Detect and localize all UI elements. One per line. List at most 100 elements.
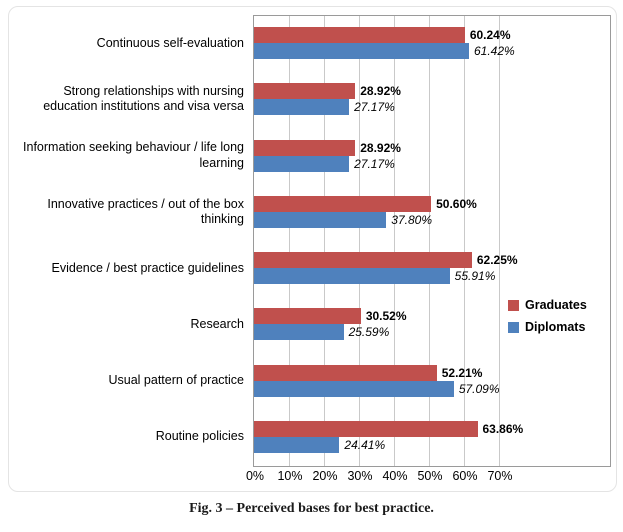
figure-caption: Fig. 3 – Perceived bases for best practi… [189, 501, 434, 516]
legend-label-diplomats: Diplomats [525, 320, 586, 334]
graduates-bar [254, 420, 478, 437]
category-label: Usual pattern of practice [108, 373, 245, 387]
category-group: Continuous self-evaluation 60.24% 61.42% [11, 15, 609, 71]
legend: Graduates Diplomats [508, 298, 587, 334]
category-label: Evidence / best practice guidelines [51, 260, 244, 275]
diplomats-value-label: 55.91% [454, 269, 496, 284]
category-group: Evidence / best practice guidelines 62.25… [11, 240, 609, 296]
gridlines [254, 16, 610, 466]
graduates-value-label: 50.60% [436, 196, 477, 211]
x-tick-label: 50% [417, 469, 443, 483]
bar-pair: 60.24% 61.42% [254, 27, 609, 60]
graduates-value-label: 63.86% [482, 421, 524, 436]
chart-rows: Continuous self-evaluation 60.24% 61.42% St… [11, 15, 609, 465]
gridline [464, 16, 465, 466]
x-axis: 0% 10% 20% 30% 40% 50% 60% 70% [9, 469, 616, 485]
category-group: Routine policies 63.86% 24.41% [11, 409, 609, 465]
bar-row: 55.91% [254, 268, 609, 285]
category-label: Routine policies [155, 429, 244, 444]
bar-row: 62.25% [254, 252, 609, 269]
diplomats-bar [254, 324, 344, 341]
bar-row: 61.42% [254, 43, 609, 60]
bar-row: 50.60% [254, 195, 609, 212]
x-tick-label: 0% [245, 469, 265, 483]
gridline [289, 16, 290, 466]
diplomats-bar [254, 155, 350, 172]
x-tick-label: 60% [452, 469, 478, 483]
bar-pair: 62.25% 55.91% [254, 252, 609, 285]
gridline [499, 16, 500, 466]
category-label: Research [190, 316, 245, 331]
category-group: Research 30.52% 25.59% [11, 296, 609, 352]
category-label: Innovative practices / out of the box th… [47, 196, 244, 226]
category-label: Strong relationships with nursing educat… [43, 84, 244, 114]
diplomats-bar [254, 99, 350, 116]
bar-row: 27.17% [254, 155, 609, 172]
gridline [429, 16, 430, 466]
diplomats-value-label: 27.17% [354, 100, 395, 115]
bar-row: 28.92% [254, 83, 609, 100]
graduates-bar [254, 83, 356, 100]
diplomats-value-label: 25.59% [348, 325, 390, 340]
legend-swatch-graduates [508, 299, 519, 311]
bar-row: 24.41% [254, 436, 609, 453]
category-group: Information seeking behaviour / life lon… [11, 128, 609, 184]
category-group: Innovative practices / out of the box th… [11, 184, 609, 240]
graduates-bar [254, 252, 472, 269]
graduates-value-label: 28.92% [360, 84, 401, 99]
legend-item-diplomats: Diplomats [508, 320, 587, 334]
legend-item-graduates: Graduates [508, 298, 587, 312]
bar-pair: 30.52% 25.59% [254, 308, 609, 341]
graduates-bar [254, 308, 361, 325]
diplomats-bar [254, 268, 450, 285]
bar-row: 63.86% [254, 420, 609, 437]
diplomats-value-label: 27.17% [354, 156, 395, 171]
bar-row: 28.92% [254, 139, 609, 156]
bar-row: 25.59% [254, 324, 609, 341]
bar-row: 52.21% [254, 364, 609, 381]
graduates-value-label: 52.21% [441, 365, 483, 380]
x-tick-label: 20% [312, 469, 338, 483]
bar-chart: Graduates Diplomats Continuous self-eval… [8, 6, 617, 492]
gridline [394, 16, 395, 466]
graduates-bar [254, 195, 432, 212]
category-group: Strong relationships with nursing educat… [11, 71, 609, 127]
bar-pair: 28.92% 27.17% [254, 83, 609, 116]
x-tick-label: 10% [277, 469, 303, 483]
graduates-value-label: 28.92% [360, 140, 401, 155]
x-tick-label: 40% [382, 469, 408, 483]
bar-row: 30.52% [254, 308, 609, 325]
diplomats-value-label: 57.09% [458, 381, 500, 396]
graduates-bar [254, 364, 437, 381]
x-tick-label: 70% [487, 469, 513, 483]
graduates-value-label: 60.24% [469, 28, 511, 43]
category-group: Usual pattern of practice 52.21% 57.09% [11, 353, 609, 409]
category-label: Continuous self-evaluation [96, 35, 244, 50]
graduates-bar [254, 139, 356, 156]
bar-row: 37.80% [254, 211, 609, 228]
diplomats-bar [254, 380, 454, 397]
diplomats-value-label: 37.80% [391, 212, 432, 227]
legend-label-graduates: Graduates [525, 298, 587, 312]
diplomats-bar [254, 436, 340, 453]
bar-pair: 28.92% 27.17% [254, 139, 609, 172]
graduates-value-label: 62.25% [476, 253, 518, 268]
graduates-value-label: 30.52% [365, 309, 407, 324]
diplomats-value-label: 24.41% [344, 437, 386, 452]
bar-row: 60.24% [254, 27, 609, 44]
diplomats-value-label: 61.42% [473, 44, 515, 59]
diplomats-bar [254, 211, 387, 228]
bar-pair: 52.21% 57.09% [254, 364, 609, 397]
gridline [324, 16, 325, 466]
bar-pair: 63.86% 24.41% [254, 420, 609, 453]
diplomats-bar [254, 43, 469, 60]
bar-pair: 50.60% 37.80% [254, 195, 609, 228]
gridline [359, 16, 360, 466]
category-label: Information seeking behaviour / life lon… [23, 140, 244, 170]
graduates-bar [254, 27, 465, 44]
legend-swatch-diplomats [508, 321, 519, 333]
bar-row: 57.09% [254, 380, 609, 397]
x-tick-label: 30% [347, 469, 373, 483]
bar-row: 27.17% [254, 99, 609, 116]
